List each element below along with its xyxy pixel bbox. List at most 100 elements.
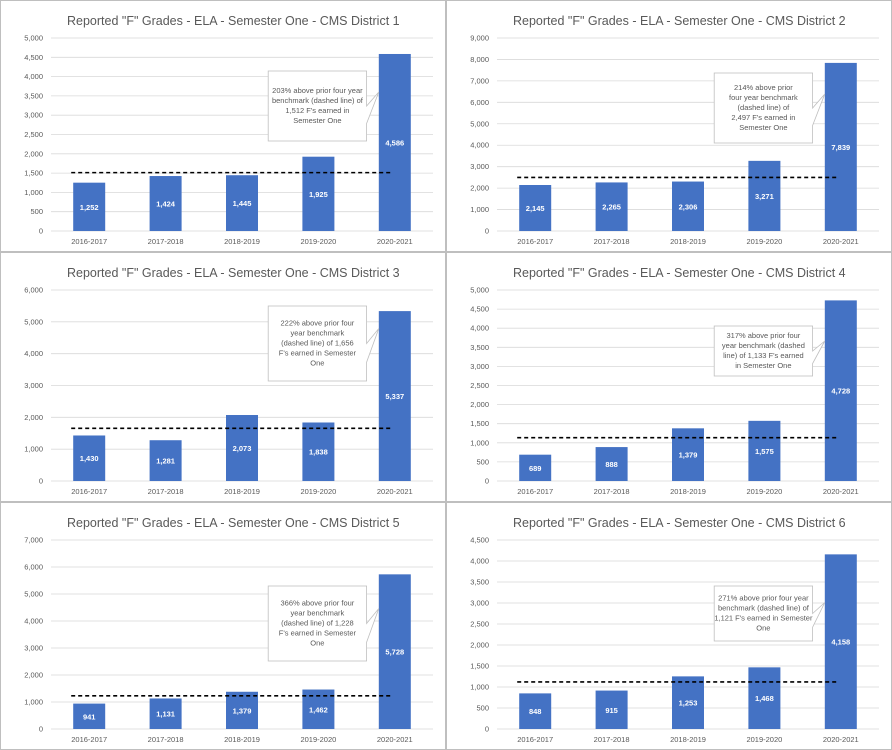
bar-chart: Reported "F" Grades - ELA - Semester One… [24, 266, 433, 496]
y-tick-label: 3,500 [470, 578, 489, 587]
annotation-text: 222% above prior four [281, 319, 355, 328]
annotation-callout [267, 305, 380, 382]
chart-panel-district-6: Reported "F" Grades - ELA - Semester One… [446, 502, 892, 750]
y-tick-label: 6,000 [470, 98, 489, 107]
y-tick-label: 5,000 [470, 286, 489, 295]
annotation-text: 366% above prior four [281, 599, 355, 608]
bar-chart: Reported "F" Grades - ELA - Semester One… [24, 516, 433, 744]
y-tick-label: 0 [485, 227, 489, 236]
annotation-text: 214% above prior [734, 83, 793, 92]
x-tick-label: 2019-2020 [300, 487, 336, 496]
x-tick-label: 2017-2018 [148, 487, 184, 496]
bar [378, 311, 411, 481]
bar [748, 160, 781, 231]
y-tick-label: 4,500 [470, 536, 489, 545]
bar [519, 454, 552, 481]
y-tick-label: 4,000 [24, 617, 43, 626]
data-label: 5,728 [385, 648, 404, 657]
y-tick-label: 6,000 [24, 286, 43, 295]
x-tick-label: 2016-2017 [517, 237, 553, 246]
x-tick-label: 2018-2019 [224, 735, 260, 744]
data-label: 1,468 [755, 694, 774, 703]
bar-chart: Reported "F" Grades - ELA - Semester One… [470, 266, 879, 496]
bar [149, 698, 182, 729]
x-tick-label: 2016-2017 [517, 735, 553, 744]
chart-panel-district-5: Reported "F" Grades - ELA - Semester One… [0, 502, 446, 750]
annotation-text: (dashed line) of 1,228 [281, 619, 354, 628]
bar [302, 422, 335, 481]
y-tick-label: 9,000 [470, 34, 489, 43]
x-tick-label: 2016-2017 [517, 487, 553, 496]
x-tick-label: 2016-2017 [71, 237, 107, 246]
annotation-text: 317% above prior four [727, 331, 801, 340]
y-tick-label: 1,500 [470, 662, 489, 671]
y-tick-label: 1,000 [24, 445, 43, 454]
bar [226, 175, 258, 231]
annotation-text: year benchmark (dashed [722, 341, 805, 350]
data-label: 1,424 [156, 200, 176, 209]
x-tick-label: 2020-2021 [823, 237, 859, 246]
annotation-text: One [756, 624, 770, 633]
x-tick-label: 2019-2020 [746, 487, 782, 496]
bar [73, 435, 106, 481]
bar [226, 415, 258, 481]
chart-panel-district-3: Reported "F" Grades - ELA - Semester One… [0, 252, 446, 502]
data-label: 1,925 [309, 190, 328, 199]
bar [595, 182, 628, 231]
x-tick-label: 2020-2021 [377, 237, 413, 246]
x-tick-label: 2018-2019 [670, 487, 706, 496]
y-tick-label: 1,000 [470, 205, 489, 214]
data-label: 1,445 [233, 199, 252, 208]
data-label: 1,131 [156, 710, 175, 719]
data-label: 4,586 [385, 138, 404, 147]
y-tick-label: 2,000 [24, 413, 43, 422]
x-tick-label: 2020-2021 [377, 735, 413, 744]
x-tick-label: 2018-2019 [670, 237, 706, 246]
y-tick-label: 500 [30, 207, 43, 216]
bar [519, 693, 552, 729]
y-tick-label: 2,000 [24, 671, 43, 680]
annotation-text: 1,512 F's earned in [285, 106, 349, 115]
x-tick-label: 2019-2020 [746, 237, 782, 246]
annotation-text: One [310, 359, 324, 368]
x-tick-label: 2017-2018 [148, 735, 184, 744]
y-tick-label: 3,500 [24, 91, 43, 100]
annotation-text: F's earned in Semester [279, 349, 357, 358]
annotation-text: 271% above prior four year [718, 594, 809, 603]
data-label: 1,379 [233, 706, 252, 715]
annotation-callout [713, 585, 826, 642]
y-tick-label: 3,000 [470, 362, 489, 371]
y-tick-label: 4,500 [470, 305, 489, 314]
annotation-text: benchmark (dashed line) of [272, 96, 364, 105]
y-tick-label: 3,000 [470, 599, 489, 608]
bar-chart: Reported "F" Grades - ELA - Semester One… [24, 14, 433, 246]
chart-title: Reported "F" Grades - ELA - Semester One… [513, 14, 846, 28]
bar [73, 703, 106, 729]
bar-chart: Reported "F" Grades - ELA - Semester One… [470, 14, 879, 246]
y-tick-label: 1,000 [470, 438, 489, 447]
y-tick-label: 7,000 [24, 536, 43, 545]
bar [302, 156, 335, 231]
data-label: 1,253 [679, 699, 698, 708]
y-tick-label: 4,000 [24, 349, 43, 358]
y-tick-label: 3,000 [24, 381, 43, 390]
data-label: 7,839 [831, 143, 850, 152]
data-label: 689 [529, 464, 542, 473]
x-tick-label: 2017-2018 [594, 237, 630, 246]
annotation-text: benchmark (dashed line) of [718, 604, 810, 613]
bar [672, 181, 704, 231]
data-label: 1,281 [156, 457, 175, 466]
y-tick-label: 5,000 [24, 317, 43, 326]
data-label: 1,462 [309, 705, 328, 714]
annotation-callout [267, 585, 380, 662]
y-tick-label: 0 [39, 477, 43, 486]
data-label: 1,379 [679, 451, 698, 460]
bar [672, 676, 704, 729]
chart-title: Reported "F" Grades - ELA - Semester One… [67, 516, 400, 530]
data-label: 5,337 [385, 392, 404, 401]
y-tick-label: 2,000 [24, 149, 43, 158]
annotation-text: One [310, 639, 324, 648]
data-label: 1,838 [309, 448, 328, 457]
x-tick-label: 2017-2018 [594, 735, 630, 744]
y-tick-label: 1,500 [24, 169, 43, 178]
